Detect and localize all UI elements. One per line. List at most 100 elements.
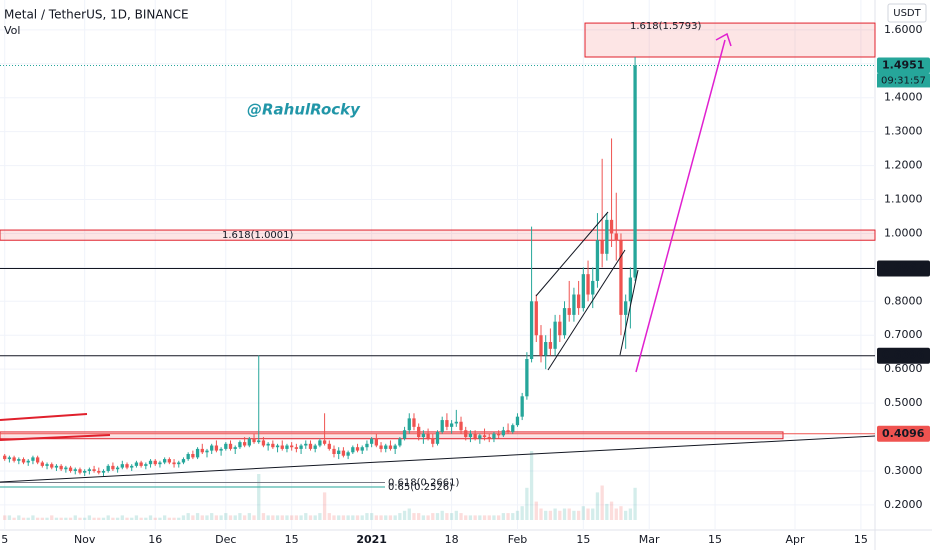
candle-body [454,421,458,424]
volume-bar [177,517,181,520]
channel-line [535,211,609,297]
candle-body [125,464,129,468]
candle-body [520,396,524,417]
candle-body [101,470,106,473]
y-tick-label: 1.1000 [884,193,923,206]
candle-body [210,445,214,451]
volume-bar [224,513,228,520]
volume-bar [92,517,96,520]
candle-body [12,457,16,461]
candle-body [614,233,618,241]
volume-bar [355,515,360,520]
x-tick-label: 16 [148,533,162,546]
volume-bar [417,513,421,520]
candle-body [417,426,421,438]
volume-bar [506,513,510,520]
candle-body [595,240,600,281]
volume-bar [322,492,327,520]
volume-bar [45,517,49,520]
price-tag [877,347,930,364]
candle-body [525,358,529,397]
candle-body [40,462,44,466]
volume-bar [454,510,458,520]
y-tick-label: 0.8000 [884,294,923,307]
candle-body [553,321,557,349]
candle-body [379,445,383,449]
volume-bar [210,513,214,520]
candle-body [435,431,440,444]
candle-body [195,448,200,458]
clock: 09:31:57 [881,75,926,86]
candle-body [482,435,487,438]
candle-body [567,308,571,315]
volume-bar [12,517,16,520]
candle-body [515,416,520,426]
volume-bar [445,513,449,520]
volume-bar [529,451,534,520]
candle-body [106,465,110,471]
candle-body [252,438,256,443]
candle-body [327,443,331,449]
zone-label: 1.618(1.0001) [222,230,294,241]
volume-bar [167,517,172,520]
candle-body [21,459,26,463]
volume-bar [144,517,148,520]
volume-bar [572,510,576,520]
volume-bar [101,517,106,520]
x-tick-label: 18 [445,533,459,546]
volume-bar [402,510,407,520]
volume-bar [26,517,30,520]
candle-body [238,442,242,448]
candle-body [191,453,195,458]
candle-body [139,462,143,466]
candle-body [365,443,369,448]
candle-body [464,430,468,438]
volume-bar [275,515,280,520]
candle-body [219,448,223,451]
volume-bar [68,517,73,520]
volume-bar [106,515,110,520]
volume-bar [285,515,289,520]
volume-bar [64,517,68,520]
x-tick-label: 15 [576,533,590,546]
candle-body [351,447,355,453]
candle-body [181,459,186,463]
volume-bar [163,515,167,520]
x-tick-label: Mar [639,533,660,546]
x-tick-label: 15 [854,533,868,546]
volume-bar [195,513,200,520]
candle-body [388,445,393,449]
candle-body [581,274,585,309]
volume-bar [624,510,628,520]
candle-body [97,470,101,473]
volume-bar [501,513,506,520]
candle-body [50,464,54,468]
candle-body [318,440,322,446]
candle-body [172,462,176,465]
candle-body [266,443,270,446]
volume-bar [586,508,590,520]
candle-body [501,430,506,436]
candle-body [440,420,444,432]
volume-bar [233,515,237,520]
candle-body [115,467,120,470]
candle-body [562,308,567,336]
volume-bar [379,515,383,520]
candle-body [130,465,134,468]
price-tag-label: 0.6396 [882,349,925,362]
price-tag-label: 1.4951 [882,58,924,71]
x-tick-label: 15 [285,533,299,546]
candle-body [369,438,374,444]
volume-bar [332,515,336,520]
volume-bar [134,515,139,520]
candle-body [111,465,115,470]
trend-line [0,434,111,441]
x-tick-label: 2021 [356,533,387,546]
x-tick-label: Dec [215,533,236,546]
candle-body [605,219,609,254]
volume-bar [186,513,190,520]
candle-body [153,460,157,465]
volume-bar [374,515,378,520]
candle-body [445,420,449,427]
